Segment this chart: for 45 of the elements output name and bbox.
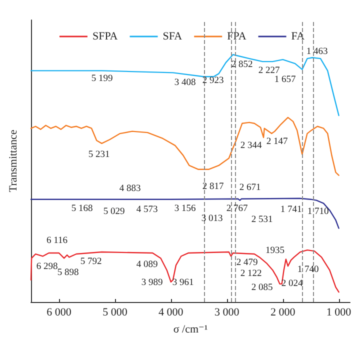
x-tick-label: 3 000 [214,306,240,318]
x-axis-title: σ /cm⁻¹ [173,324,208,336]
annotation: 2 817 [202,182,224,192]
annotation: 4 883 [119,184,141,194]
legend-label: SFPA [92,30,118,42]
legend-label: SFA [162,30,182,42]
annotation: 3 408 [174,78,196,88]
annotation: 5 792 [80,257,102,267]
annotation: 5 231 [88,150,110,160]
x-tick-label: 4 000 [158,306,184,318]
annotation: 2 085 [251,283,273,293]
annotation: 2 122 [240,269,262,279]
annotation: 3 013 [201,214,223,224]
annotation: 3 989 [141,278,163,288]
x-tick-label: 6 000 [46,306,72,318]
x-tick-label: 1 000 [326,306,352,318]
annotation: 5 898 [57,268,79,278]
annotation: 2 479 [236,258,258,268]
annotation: 4 573 [136,205,158,215]
annotation: 2 671 [239,183,261,193]
annotation: 5 199 [91,74,113,84]
annotation: 4 089 [136,260,158,270]
annotation: 2 227 [258,66,280,76]
annotation: 5 168 [71,204,93,214]
annotation: 6 116 [46,236,68,246]
annotation: 1 657 [274,75,296,85]
annotation: 2 024 [281,279,303,289]
annotation: 3 961 [172,278,194,288]
annotation: 2 531 [251,215,273,225]
annotation: 1 710 [307,207,329,217]
annotation: 1935 [266,246,285,256]
x-tick-label: 5 000 [102,306,128,318]
annotation: 2 767 [226,204,248,214]
annotation: 1 740 [297,265,319,275]
annotation: 2 852 [231,60,253,70]
annotation: 6 298 [36,262,58,272]
y-axis-title: Transmittance [8,130,20,192]
annotation: 2 147 [266,137,288,147]
x-tick-label: 2 000 [270,306,296,318]
annotation: 1 741 [280,205,302,215]
annotation: 2 923 [202,76,224,86]
annotation: 1 463 [306,47,328,57]
annotation: 2 344 [240,141,262,151]
annotation: 5 029 [103,207,125,217]
annotation: 3 156 [174,204,196,214]
